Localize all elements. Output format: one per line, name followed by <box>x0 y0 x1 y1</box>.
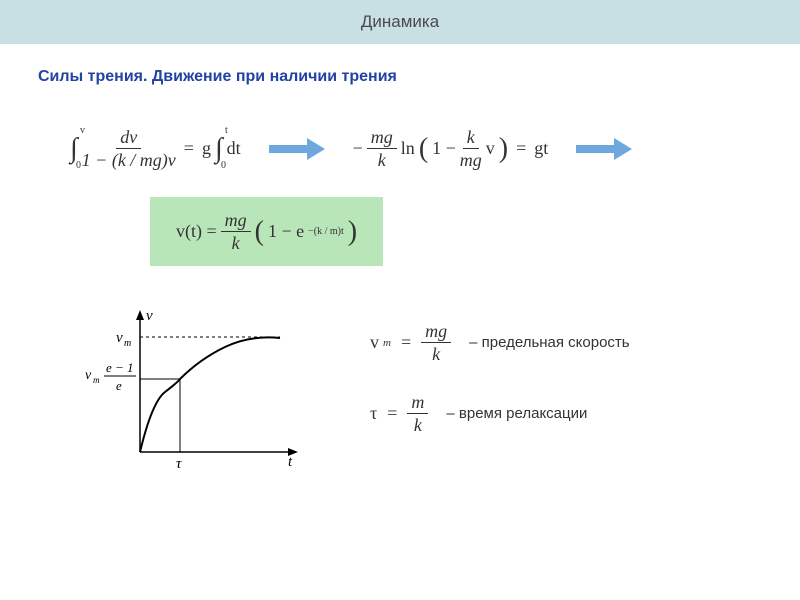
vm-fraction: mg k <box>421 322 451 363</box>
ymid-bot: e <box>116 378 122 393</box>
ln-frac-top: k <box>463 128 479 149</box>
lower-row: v t v m v m e − 1 e τ vm = mg k – предел <box>80 302 800 482</box>
equals-1: = <box>184 138 194 159</box>
int-lower-0: 0 <box>76 160 81 171</box>
rhs-g: g <box>202 138 211 159</box>
header-bar: Динамика <box>0 0 800 44</box>
close-paren: ) <box>499 133 508 165</box>
vm-sub: m <box>383 337 391 349</box>
ln-var-v: v <box>486 138 495 159</box>
integral-symbol-right: ∫ t 0 <box>215 133 223 165</box>
log-rhs: gt <box>534 138 548 159</box>
vt-mg-over-k: mg k <box>221 211 251 252</box>
equals-2: = <box>516 138 526 159</box>
chart-svg: v t v m v m e − 1 e τ <box>80 302 310 482</box>
tau-definition: τ = m k – время релаксации <box>370 393 630 434</box>
int-upper-v: v <box>80 125 85 136</box>
subtitle: Силы трения. Движение при наличии трения <box>38 68 800 86</box>
vm-label: v <box>370 332 379 353</box>
vm-eq: = <box>401 332 411 353</box>
tau-top: m <box>407 393 428 414</box>
vm-formula: vm = mg k <box>370 322 451 363</box>
ln-prefix: 1 − <box>432 138 456 159</box>
minus-sign: − <box>353 138 363 159</box>
velocity-chart: v t v m v m e − 1 e τ <box>80 302 310 482</box>
integrand-num: dv <box>116 128 141 149</box>
tau-tick: τ <box>176 456 182 472</box>
ymid-sub: m <box>93 375 100 385</box>
vm-definition: vm = mg k – предельная скорость <box>370 322 630 363</box>
integrand-fraction: dv 1 − (k / mg)v <box>82 128 176 169</box>
ln-text: ln <box>401 138 415 159</box>
ymid-top: e − 1 <box>106 360 134 375</box>
vmax-label: v <box>116 330 123 346</box>
definitions: vm = mg k – предельная скорость τ = m k … <box>370 322 630 434</box>
header-title: Динамика <box>361 12 439 32</box>
tau-description: – время релаксации <box>446 405 587 422</box>
x-axis-label: t <box>288 454 293 470</box>
vt-frac-bot: k <box>232 232 240 252</box>
equation-row-1: ∫ v 0 dv 1 − (k / mg)v = g ∫ t 0 dt − mg… <box>70 128 800 169</box>
tau-label: τ <box>370 403 377 424</box>
rhs-dt: dt <box>227 138 241 159</box>
log-coeff-top: mg <box>367 128 397 149</box>
arrow-icon-2 <box>576 138 632 160</box>
vm-description: – предельная скорость <box>469 334 630 351</box>
log-coeff-bot: k <box>378 149 386 169</box>
tau-formula: τ = m k <box>370 393 428 434</box>
tau-fraction: m k <box>407 393 428 434</box>
ymid-prefix: v <box>85 368 92 383</box>
tau-eq: = <box>387 403 397 424</box>
int-lower-0b: 0 <box>221 160 226 171</box>
vm-top: mg <box>421 322 451 343</box>
ln-frac-bot: mg <box>460 149 482 169</box>
vt-close-paren: ) <box>348 216 357 248</box>
vt-lhs: v(t) = <box>176 221 217 242</box>
vt-open-paren: ( <box>255 216 264 248</box>
vt-exponent: −(k / m)t <box>308 226 344 237</box>
k-over-mg: k mg <box>460 128 482 169</box>
integral-equation: ∫ v 0 dv 1 − (k / mg)v = g ∫ t 0 dt <box>70 128 241 169</box>
vt-paren-text: 1 − e <box>268 221 304 242</box>
integrand-den: 1 − (k / mg)v <box>82 149 176 169</box>
vm-bot: k <box>432 343 440 363</box>
tau-bot: k <box>414 414 422 434</box>
arrow-icon <box>269 138 325 160</box>
integral-symbol-left: ∫ v 0 <box>70 133 78 165</box>
mg-over-k: mg k <box>367 128 397 169</box>
vt-equation: v(t) = mg k ( 1 − e −(k / m)t ) <box>176 211 357 252</box>
int-upper-t: t <box>225 125 228 136</box>
log-equation: − mg k ln ( 1 − k mg v ) = gt <box>353 128 549 169</box>
vt-frac-top: mg <box>221 211 251 232</box>
y-axis-label: v <box>146 308 153 324</box>
vmax-sub: m <box>124 338 131 349</box>
open-paren: ( <box>419 133 428 165</box>
vt-result-box: v(t) = mg k ( 1 − e −(k / m)t ) <box>150 197 383 266</box>
